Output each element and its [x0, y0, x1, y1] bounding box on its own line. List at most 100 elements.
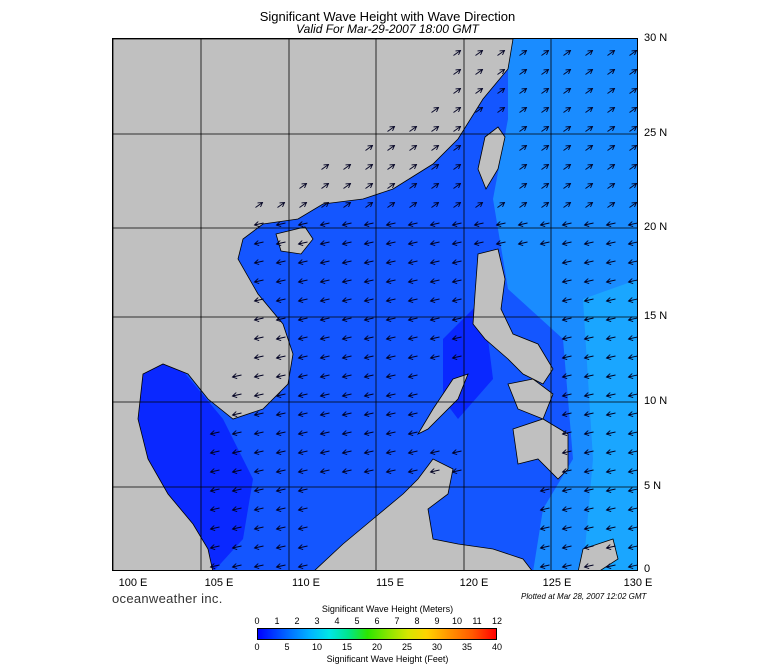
wave-direction-arrow [321, 413, 330, 415]
wave-direction-arrow [299, 184, 307, 189]
wave-direction-arrow [607, 546, 616, 548]
wave-direction-arrow [607, 470, 616, 472]
wave-direction-arrow [409, 242, 418, 244]
wave-direction-arrow [299, 470, 308, 472]
highest-wave-region [583, 279, 637, 570]
wave-direction-arrow [453, 89, 461, 94]
wave-direction-arrow [255, 413, 264, 415]
wave-direction-arrow [585, 318, 594, 320]
wave-direction-arrow [321, 356, 330, 358]
wave-direction-arrow [541, 223, 550, 225]
wave-direction-arrow [255, 375, 264, 377]
wave-direction-arrow [453, 165, 461, 170]
wave-direction-arrow [453, 337, 462, 339]
wave-direction-arrow [321, 318, 330, 320]
colorbar-tick: 4 [334, 616, 340, 626]
wave-direction-arrow [255, 451, 264, 453]
wave-direction-arrow [629, 108, 637, 113]
wave-direction-arrow [497, 108, 505, 113]
wave-direction-arrow [585, 261, 594, 263]
wave-direction-arrow [431, 146, 439, 151]
wave-direction-arrow [255, 508, 264, 510]
wave-direction-arrow [607, 508, 616, 510]
wave-direction-arrow [563, 394, 572, 396]
wave-direction-arrow [475, 242, 484, 244]
wave-direction-arrow [585, 394, 594, 396]
wave-direction-arrow [409, 451, 418, 453]
wave-direction-arrow [431, 242, 440, 244]
wave-direction-arrow [629, 70, 637, 75]
wave-direction-arrow [343, 242, 352, 244]
wave-direction-arrow [541, 203, 549, 208]
wave-direction-arrow [607, 165, 615, 170]
wave-direction-arrow [255, 299, 264, 301]
wave-direction-arrow [409, 413, 418, 415]
wave-direction-arrow [255, 261, 264, 263]
wave-direction-arrow [343, 280, 352, 282]
wave-direction-arrow [365, 413, 374, 415]
wave-direction-arrow [255, 337, 264, 339]
wave-direction-arrow [519, 242, 528, 244]
wave-direction-arrow [563, 146, 571, 151]
wave-direction-arrow [277, 261, 286, 263]
wave-direction-arrow [233, 394, 242, 396]
wave-direction-arrow [255, 223, 264, 225]
wave-direction-arrow [233, 470, 242, 472]
wave-direction-arrow [431, 165, 439, 170]
wave-direction-arrow [343, 356, 352, 358]
wave-direction-arrow [387, 165, 395, 170]
wave-direction-arrow [541, 51, 549, 56]
wave-direction-arrow [277, 242, 286, 244]
wave-direction-arrow [321, 432, 330, 434]
wave-direction-arrow [299, 413, 308, 415]
wave-direction-arrow [299, 318, 308, 320]
wave-direction-arrow [629, 223, 637, 225]
wave-direction-arrow [585, 70, 593, 75]
wave-direction-arrow [497, 89, 505, 94]
lon-label-100e: 100 E [118, 577, 148, 589]
wave-direction-arrow [409, 318, 418, 320]
lon-label-130e: 130 E [623, 577, 653, 589]
wave-direction-arrow [233, 375, 242, 377]
wave-direction-arrow [255, 489, 264, 491]
wave-direction-arrow [585, 546, 594, 548]
wave-direction-arrow [519, 184, 527, 189]
wave-direction-arrow [497, 203, 505, 208]
wave-direction-arrow [541, 242, 550, 244]
wave-direction-arrow [629, 527, 637, 529]
wave-direction-arrow [563, 565, 572, 567]
wave-direction-arrow [585, 470, 594, 472]
wave-direction-arrow [541, 165, 549, 170]
wave-direction-arrow [431, 223, 440, 225]
wave-direction-arrow [387, 451, 396, 453]
wave-direction-arrow [607, 261, 616, 263]
wave-direction-arrow [607, 184, 615, 189]
wave-direction-arrow [365, 184, 373, 189]
wave-direction-arrow [343, 299, 352, 301]
wave-direction-arrow [277, 280, 286, 282]
colorbar-tick: 1 [274, 616, 280, 626]
lat-label-5n: 5 N [644, 480, 662, 492]
wave-direction-arrow [387, 261, 396, 263]
colorbar-tick: 5 [284, 642, 290, 652]
wave-direction-arrow [541, 146, 549, 151]
wave-direction-arrow [607, 356, 616, 358]
wave-direction-arrow [585, 242, 594, 244]
wave-direction-arrow [563, 165, 571, 170]
wave-direction-arrow [563, 451, 572, 453]
wave-direction-arrow [519, 51, 527, 56]
wave-direction-arrow [607, 299, 616, 301]
wave-direction-arrow [607, 394, 616, 396]
wave-direction-arrow [299, 546, 308, 548]
wave-direction-arrow [563, 223, 572, 225]
wave-direction-arrow [387, 299, 396, 301]
wave-direction-arrow [299, 356, 308, 358]
colorbar-tick: 3 [314, 616, 320, 626]
wave-direction-arrow [255, 432, 264, 434]
wave-direction-arrow [585, 375, 594, 377]
wave-direction-arrow [629, 546, 637, 548]
wave-direction-arrow [299, 280, 308, 282]
wave-direction-arrow [629, 280, 637, 282]
brand-logo-text: oceanweather inc. [112, 591, 223, 606]
wave-direction-arrow [409, 470, 418, 472]
